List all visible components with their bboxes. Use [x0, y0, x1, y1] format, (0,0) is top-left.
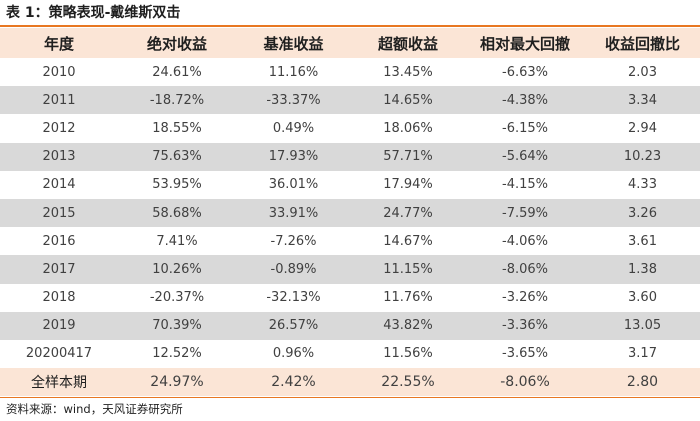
cell-return-drawdown-ratio: 13.05: [585, 311, 700, 340]
table-row: 2018 -20.37% -32.13% 11.76% -3.26% 3.60: [0, 284, 700, 312]
cell-absolute-return: 12.52%: [152, 346, 202, 362]
cell-year: 2018: [42, 290, 76, 306]
cell-benchmark-return: 36.01%: [268, 177, 319, 193]
cell-year: 2017: [0, 255, 118, 284]
cell-benchmark-return: -33.37%: [236, 86, 351, 115]
cell-year: 20200417: [25, 346, 93, 362]
header-absolute-return: 绝对收益: [118, 28, 236, 58]
table-row: 2013 75.63% 17.93% 57.71% -5.64% 10.23: [0, 142, 700, 171]
cell-excess-return: 57.71%: [351, 142, 465, 171]
cell-benchmark-return: 2.42%: [236, 368, 351, 397]
cell-return-drawdown-ratio: 3.26: [585, 198, 700, 228]
cell-return-drawdown-ratio: 1.38: [585, 255, 700, 284]
cell-excess-return: 24.77%: [351, 198, 465, 228]
cell-max-relative-drawdown: -4.38%: [465, 86, 585, 115]
cell-excess-return: 13.45%: [383, 64, 433, 80]
cell-year: 2014: [42, 177, 76, 193]
cell-absolute-return: 18.55%: [152, 120, 202, 136]
table-total-row: 全样本期 24.97% 2.42% 22.55% -8.06% 2.80: [0, 368, 700, 397]
cell-return-drawdown-ratio: 2.03: [628, 64, 657, 80]
header-return-drawdown-ratio: 收益回撤比: [585, 28, 700, 58]
cell-max-relative-drawdown: -3.65%: [502, 346, 548, 362]
cell-max-relative-drawdown: -8.06%: [465, 255, 585, 284]
cell-excess-return: 14.67%: [383, 233, 433, 249]
table-title: 表 1：策略表现-戴维斯双击: [6, 5, 181, 21]
cell-return-drawdown-ratio: 2.80: [585, 368, 700, 397]
cell-excess-return: 11.56%: [383, 346, 433, 362]
cell-absolute-return: 75.63%: [118, 142, 236, 171]
cell-excess-return: 43.82%: [351, 311, 465, 340]
cell-return-drawdown-ratio: 3.61: [628, 233, 657, 249]
cell-absolute-return: 53.95%: [152, 177, 202, 193]
cell-max-relative-drawdown: -6.15%: [502, 120, 548, 136]
cell-year: 2010: [42, 64, 76, 80]
cell-benchmark-return: 0.49%: [272, 120, 315, 136]
cell-excess-return: 14.65%: [351, 86, 465, 115]
cell-excess-return: 22.55%: [351, 368, 465, 397]
cell-benchmark-return: -7.26%: [270, 233, 317, 249]
table-row: 2012 18.55% 0.49% 18.06% -6.15% 2.94: [0, 114, 700, 142]
cell-absolute-return: 10.26%: [118, 255, 236, 284]
cell-return-drawdown-ratio: 3.34: [585, 86, 700, 115]
table-header-row: 年度 绝对收益 基准收益 超额收益 相对最大回撤 收益回撤比: [0, 28, 700, 58]
cell-max-relative-drawdown: -4.06%: [502, 233, 548, 249]
cell-year: 2019: [0, 311, 118, 340]
cell-max-relative-drawdown: -4.15%: [502, 177, 548, 193]
cell-return-drawdown-ratio: 3.60: [628, 290, 657, 306]
table-row: 2011 -18.72% -33.37% 14.65% -4.38% 3.34: [0, 86, 700, 115]
table-row: 2016 7.41% -7.26% 14.67% -4.06% 3.61: [0, 227, 700, 255]
header-excess-return: 超额收益: [351, 28, 465, 58]
table-row: 2014 53.95% 36.01% 17.94% -4.15% 4.33: [0, 171, 700, 199]
cell-benchmark-return: 11.16%: [268, 64, 319, 80]
source-note: 资料来源：wind，天风证券研究所: [6, 402, 183, 416]
cell-absolute-return: 70.39%: [118, 311, 236, 340]
cell-max-relative-drawdown: -8.06%: [465, 368, 585, 397]
cell-absolute-return: -18.72%: [118, 86, 236, 115]
cell-max-relative-drawdown: -5.64%: [465, 142, 585, 171]
cell-benchmark-return: 17.93%: [236, 142, 351, 171]
cell-benchmark-return: -32.13%: [266, 290, 321, 306]
cell-benchmark-return: 33.91%: [236, 198, 351, 228]
strategy-performance-table: 年度 绝对收益 基准收益 超额收益 相对最大回撤 收益回撤比 2010 24.6…: [0, 28, 700, 397]
cell-absolute-return: 7.41%: [156, 233, 198, 249]
cell-max-relative-drawdown: -6.63%: [502, 64, 548, 80]
table-row: 2019 70.39% 26.57% 43.82% -3.36% 13.05: [0, 311, 700, 340]
header-year: 年度: [0, 28, 118, 58]
cell-excess-return: 11.76%: [383, 290, 433, 306]
cell-year: 2011: [0, 86, 118, 115]
cell-absolute-return: -20.37%: [149, 290, 205, 306]
cell-year: 2015: [0, 198, 118, 228]
cell-return-drawdown-ratio: 2.94: [628, 120, 657, 136]
bottom-divider: [0, 397, 700, 398]
table-row: 20200417 12.52% 0.96% 11.56% -3.65% 3.17: [0, 340, 700, 368]
cell-return-drawdown-ratio: 3.17: [628, 346, 657, 362]
cell-max-relative-drawdown: -3.36%: [465, 311, 585, 340]
cell-benchmark-return: -0.89%: [236, 255, 351, 284]
cell-absolute-return: 58.68%: [118, 198, 236, 228]
header-max-relative-drawdown: 相对最大回撤: [465, 28, 585, 58]
cell-return-drawdown-ratio: 10.23: [585, 142, 700, 171]
cell-year: 全样本期: [0, 368, 118, 397]
cell-excess-return: 17.94%: [383, 177, 433, 193]
table-row: 2010 24.61% 11.16% 13.45% -6.63% 2.03: [0, 58, 700, 86]
cell-absolute-return: 24.61%: [152, 64, 202, 80]
cell-benchmark-return: 0.96%: [272, 346, 315, 362]
cell-max-relative-drawdown: -3.26%: [502, 290, 548, 306]
header-benchmark-return: 基准收益: [236, 28, 351, 58]
cell-absolute-return: 24.97%: [118, 368, 236, 397]
cell-year: 2012: [42, 120, 76, 136]
cell-year: 2013: [0, 142, 118, 171]
cell-year: 2016: [42, 233, 76, 249]
cell-benchmark-return: 26.57%: [236, 311, 351, 340]
table-row: 2017 10.26% -0.89% 11.15% -8.06% 1.38: [0, 255, 700, 284]
cell-return-drawdown-ratio: 4.33: [628, 177, 657, 193]
table-row: 2015 58.68% 33.91% 24.77% -7.59% 3.26: [0, 198, 700, 228]
cell-max-relative-drawdown: -7.59%: [465, 198, 585, 228]
cell-excess-return: 18.06%: [383, 120, 433, 136]
cell-excess-return: 11.15%: [351, 255, 465, 284]
title-divider: [0, 25, 700, 27]
